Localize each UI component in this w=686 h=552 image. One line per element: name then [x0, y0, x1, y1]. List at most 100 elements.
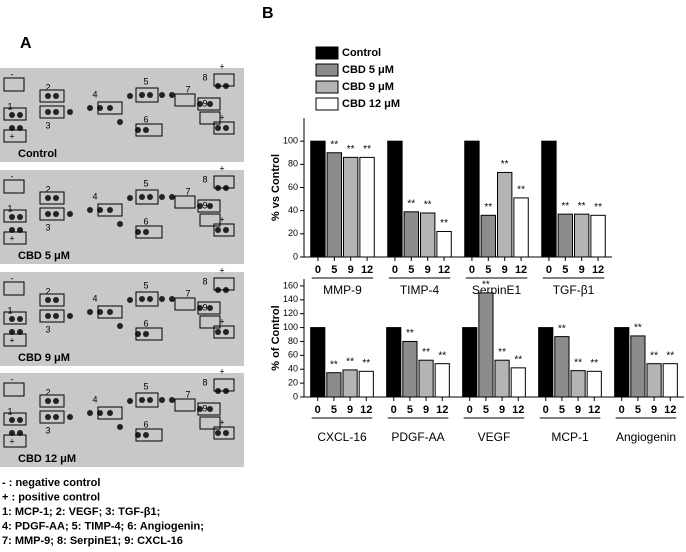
spot-label: 4 [92, 394, 97, 404]
spot [117, 221, 123, 227]
x-tick-label: 12 [436, 404, 448, 416]
x-tick-label: 9 [502, 264, 508, 276]
spot-box [213, 277, 235, 291]
y-tick-label: 120 [283, 308, 298, 318]
spot-label: 2 [45, 82, 50, 92]
spot [143, 127, 149, 133]
legend-label: CBD 9 μM [342, 81, 394, 93]
group-label: CXCL-16 [317, 430, 367, 444]
spot [159, 194, 165, 200]
spot [45, 211, 51, 217]
spot [9, 316, 15, 322]
significance: ** [574, 357, 582, 368]
spot-label: 9 [202, 302, 207, 312]
spot [143, 331, 149, 337]
y-tick-label: 80 [288, 159, 298, 169]
spot-label: + [219, 316, 224, 326]
group-label: TIMP-4 [400, 283, 440, 297]
y-tick-label: 100 [283, 322, 298, 332]
spot-box [3, 412, 27, 426]
legend-swatch [315, 46, 339, 60]
spot [169, 397, 175, 403]
spot [107, 309, 113, 315]
x-tick-label: 0 [543, 404, 549, 416]
key-line: 7: MMP-9; 8: SerpinE1; 9: CXCL-16 [2, 535, 183, 547]
legend-swatch [315, 80, 339, 94]
spot-box [3, 179, 25, 194]
spot-label: + [9, 233, 14, 243]
y-tick-label: 20 [288, 228, 298, 238]
spot-label: 6 [143, 419, 148, 429]
spot-box [213, 121, 235, 135]
spot [9, 112, 15, 118]
spot [207, 305, 213, 311]
y-tick-label: 20 [288, 377, 298, 387]
significance: ** [558, 323, 566, 334]
bar [310, 140, 326, 258]
spot [45, 297, 51, 303]
group-label: Angiogenin [616, 430, 676, 444]
bar [326, 152, 343, 258]
spot-label: 6 [143, 318, 148, 328]
spot-box [3, 231, 27, 245]
spot-box [39, 191, 65, 205]
spot-label: 4 [92, 89, 97, 99]
x-tick-label: 0 [315, 404, 321, 416]
x-tick-label: 12 [515, 264, 527, 276]
y-tick-label: 60 [288, 350, 298, 360]
spot-box [135, 291, 159, 307]
spot [169, 92, 175, 98]
spot [139, 296, 145, 302]
spot [53, 398, 59, 404]
spot [147, 397, 153, 403]
spot-box [213, 223, 235, 237]
key-line: + : positive control [2, 491, 100, 503]
spot-label: 8 [202, 276, 207, 286]
spot-label: 1 [7, 406, 12, 416]
spot-box [3, 434, 27, 448]
spot-box [97, 203, 123, 217]
significance: ** [634, 323, 642, 334]
significance: ** [498, 347, 506, 358]
bar [326, 372, 342, 398]
significance: ** [440, 218, 448, 229]
spot-label: 1 [7, 101, 12, 111]
spot [17, 214, 23, 220]
spot [215, 329, 221, 335]
blot [0, 272, 244, 366]
spot [147, 296, 153, 302]
spot-label: 5 [143, 178, 148, 188]
spot-box [174, 398, 196, 412]
significance: ** [514, 354, 522, 365]
legend-swatch [315, 97, 339, 111]
spot-label: 8 [202, 174, 207, 184]
spot-box [39, 394, 65, 408]
key-line: - : negative control [2, 477, 100, 489]
spot [207, 406, 213, 412]
spot [159, 92, 165, 98]
bar [478, 292, 494, 398]
x-tick-label: 5 [485, 264, 491, 276]
spot-label: 2 [45, 184, 50, 194]
spot-box [3, 281, 25, 296]
significance: ** [517, 185, 525, 196]
x-tick-label: 12 [588, 404, 600, 416]
spot [117, 424, 123, 430]
bar [574, 213, 590, 258]
spot [17, 316, 23, 322]
x-tick-label: 5 [408, 264, 414, 276]
x-tick-label: 9 [651, 404, 657, 416]
spot-label: 3 [45, 425, 50, 435]
x-tick-label: 5 [483, 404, 489, 416]
spot [53, 93, 59, 99]
spot [45, 398, 51, 404]
x-tick-label: 9 [423, 404, 429, 416]
spot-label: 7 [185, 288, 190, 298]
x-tick-label: 0 [467, 404, 473, 416]
spot [215, 227, 221, 233]
spot-box [135, 225, 163, 239]
panel-label: B [262, 5, 274, 22]
spot-label: 9 [202, 403, 207, 413]
bar [590, 214, 606, 258]
spot [87, 207, 93, 213]
